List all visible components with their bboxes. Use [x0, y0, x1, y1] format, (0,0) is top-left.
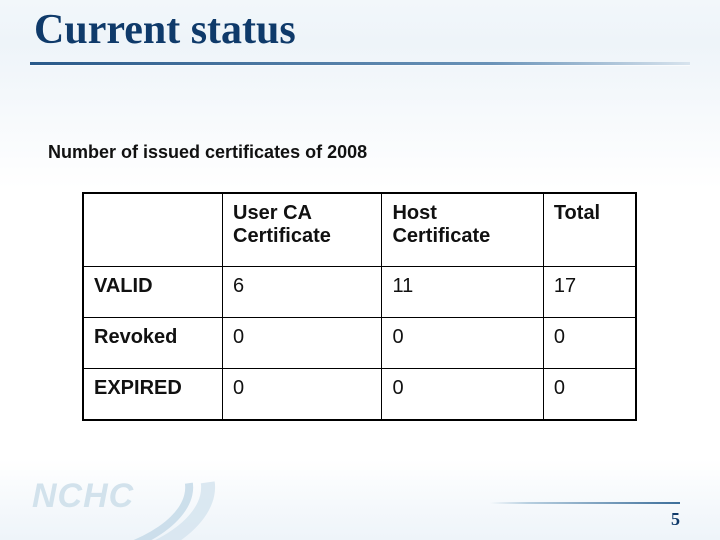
- table-row: VALID 6 11 17: [83, 267, 636, 318]
- table-cell: 11: [382, 267, 543, 318]
- table-header-host: Host Certificate: [382, 193, 543, 267]
- subtitle: Number of issued certificates of 2008: [48, 142, 367, 163]
- table-cell: 0: [382, 318, 543, 369]
- page-title: Current status: [34, 6, 296, 54]
- page-number: 5: [671, 509, 680, 530]
- watermark-text: NCHC: [32, 477, 134, 516]
- table-header-user-ca: User CA Certificate: [223, 193, 382, 267]
- title-underline: [30, 62, 690, 65]
- watermark-logo: NCHC: [8, 446, 198, 526]
- table-cell: 0: [223, 318, 382, 369]
- row-header-revoked: Revoked: [83, 318, 223, 369]
- table-cell: 0: [382, 369, 543, 421]
- watermark-swoosh-icon: [0, 420, 202, 540]
- certificates-table: User CA Certificate Host Certificate Tot…: [82, 192, 637, 421]
- footer-rule: [490, 502, 680, 504]
- row-header-valid: VALID: [83, 267, 223, 318]
- row-header-expired: EXPIRED: [83, 369, 223, 421]
- table-header-blank: [83, 193, 223, 267]
- watermark-swoosh-icon: [0, 408, 225, 540]
- table-cell: 0: [543, 318, 636, 369]
- table-cell: 0: [223, 369, 382, 421]
- table-header-row: User CA Certificate Host Certificate Tot…: [83, 193, 636, 267]
- table-row: EXPIRED 0 0 0: [83, 369, 636, 421]
- table-cell: 6: [223, 267, 382, 318]
- slide: Current status Number of issued certific…: [0, 0, 720, 540]
- table-cell: 17: [543, 267, 636, 318]
- table-header-total: Total: [543, 193, 636, 267]
- table-row: Revoked 0 0 0: [83, 318, 636, 369]
- table-cell: 0: [543, 369, 636, 421]
